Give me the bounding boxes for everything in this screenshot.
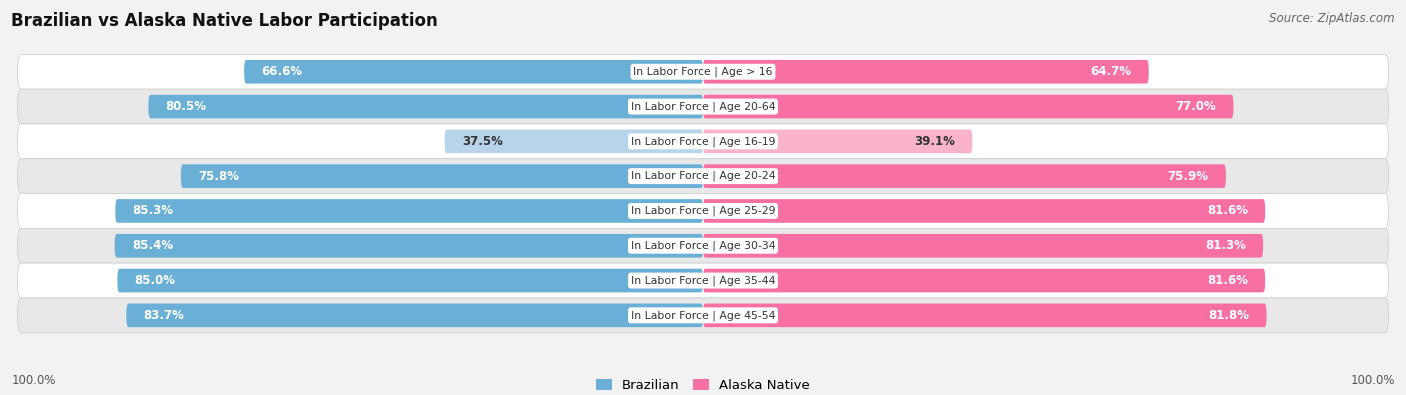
- Text: In Labor Force | Age 20-64: In Labor Force | Age 20-64: [631, 101, 775, 112]
- FancyBboxPatch shape: [703, 234, 1263, 258]
- Text: 81.8%: 81.8%: [1208, 309, 1250, 322]
- Text: 75.8%: 75.8%: [198, 169, 239, 182]
- FancyBboxPatch shape: [127, 303, 703, 327]
- Text: 100.0%: 100.0%: [11, 374, 56, 387]
- Legend: Brazilian, Alaska Native: Brazilian, Alaska Native: [591, 374, 815, 395]
- Text: 75.9%: 75.9%: [1167, 169, 1209, 182]
- Text: 81.6%: 81.6%: [1206, 274, 1249, 287]
- Text: 83.7%: 83.7%: [143, 309, 184, 322]
- Text: 37.5%: 37.5%: [463, 135, 503, 148]
- FancyBboxPatch shape: [703, 60, 1149, 84]
- FancyBboxPatch shape: [17, 55, 1389, 89]
- FancyBboxPatch shape: [17, 124, 1389, 159]
- Text: Source: ZipAtlas.com: Source: ZipAtlas.com: [1270, 12, 1395, 25]
- Text: In Labor Force | Age 35-44: In Labor Force | Age 35-44: [631, 275, 775, 286]
- Text: Brazilian vs Alaska Native Labor Participation: Brazilian vs Alaska Native Labor Partici…: [11, 12, 439, 30]
- Text: In Labor Force | Age 25-29: In Labor Force | Age 25-29: [631, 206, 775, 216]
- FancyBboxPatch shape: [115, 199, 703, 223]
- Text: In Labor Force | Age 30-34: In Labor Force | Age 30-34: [631, 241, 775, 251]
- FancyBboxPatch shape: [245, 60, 703, 84]
- FancyBboxPatch shape: [703, 164, 1226, 188]
- FancyBboxPatch shape: [118, 269, 703, 292]
- Text: 85.4%: 85.4%: [132, 239, 173, 252]
- FancyBboxPatch shape: [703, 269, 1265, 292]
- FancyBboxPatch shape: [17, 228, 1389, 263]
- FancyBboxPatch shape: [17, 298, 1389, 333]
- Text: 85.3%: 85.3%: [132, 205, 173, 218]
- Text: 81.3%: 81.3%: [1205, 239, 1246, 252]
- Text: 39.1%: 39.1%: [914, 135, 955, 148]
- FancyBboxPatch shape: [17, 159, 1389, 194]
- FancyBboxPatch shape: [703, 95, 1233, 118]
- FancyBboxPatch shape: [181, 164, 703, 188]
- FancyBboxPatch shape: [17, 263, 1389, 298]
- Text: 81.6%: 81.6%: [1206, 205, 1249, 218]
- Text: In Labor Force | Age 16-19: In Labor Force | Age 16-19: [631, 136, 775, 147]
- FancyBboxPatch shape: [115, 234, 703, 258]
- Text: 80.5%: 80.5%: [166, 100, 207, 113]
- FancyBboxPatch shape: [703, 130, 973, 153]
- Text: 66.6%: 66.6%: [262, 65, 302, 78]
- FancyBboxPatch shape: [703, 303, 1267, 327]
- Text: 85.0%: 85.0%: [135, 274, 176, 287]
- FancyBboxPatch shape: [149, 95, 703, 118]
- Text: In Labor Force | Age 45-54: In Labor Force | Age 45-54: [631, 310, 775, 321]
- Text: 100.0%: 100.0%: [1350, 374, 1395, 387]
- FancyBboxPatch shape: [703, 199, 1265, 223]
- FancyBboxPatch shape: [17, 89, 1389, 124]
- Text: 77.0%: 77.0%: [1175, 100, 1216, 113]
- Text: In Labor Force | Age > 16: In Labor Force | Age > 16: [633, 66, 773, 77]
- Text: 64.7%: 64.7%: [1091, 65, 1132, 78]
- Text: In Labor Force | Age 20-24: In Labor Force | Age 20-24: [631, 171, 775, 181]
- FancyBboxPatch shape: [17, 194, 1389, 228]
- FancyBboxPatch shape: [444, 130, 703, 153]
